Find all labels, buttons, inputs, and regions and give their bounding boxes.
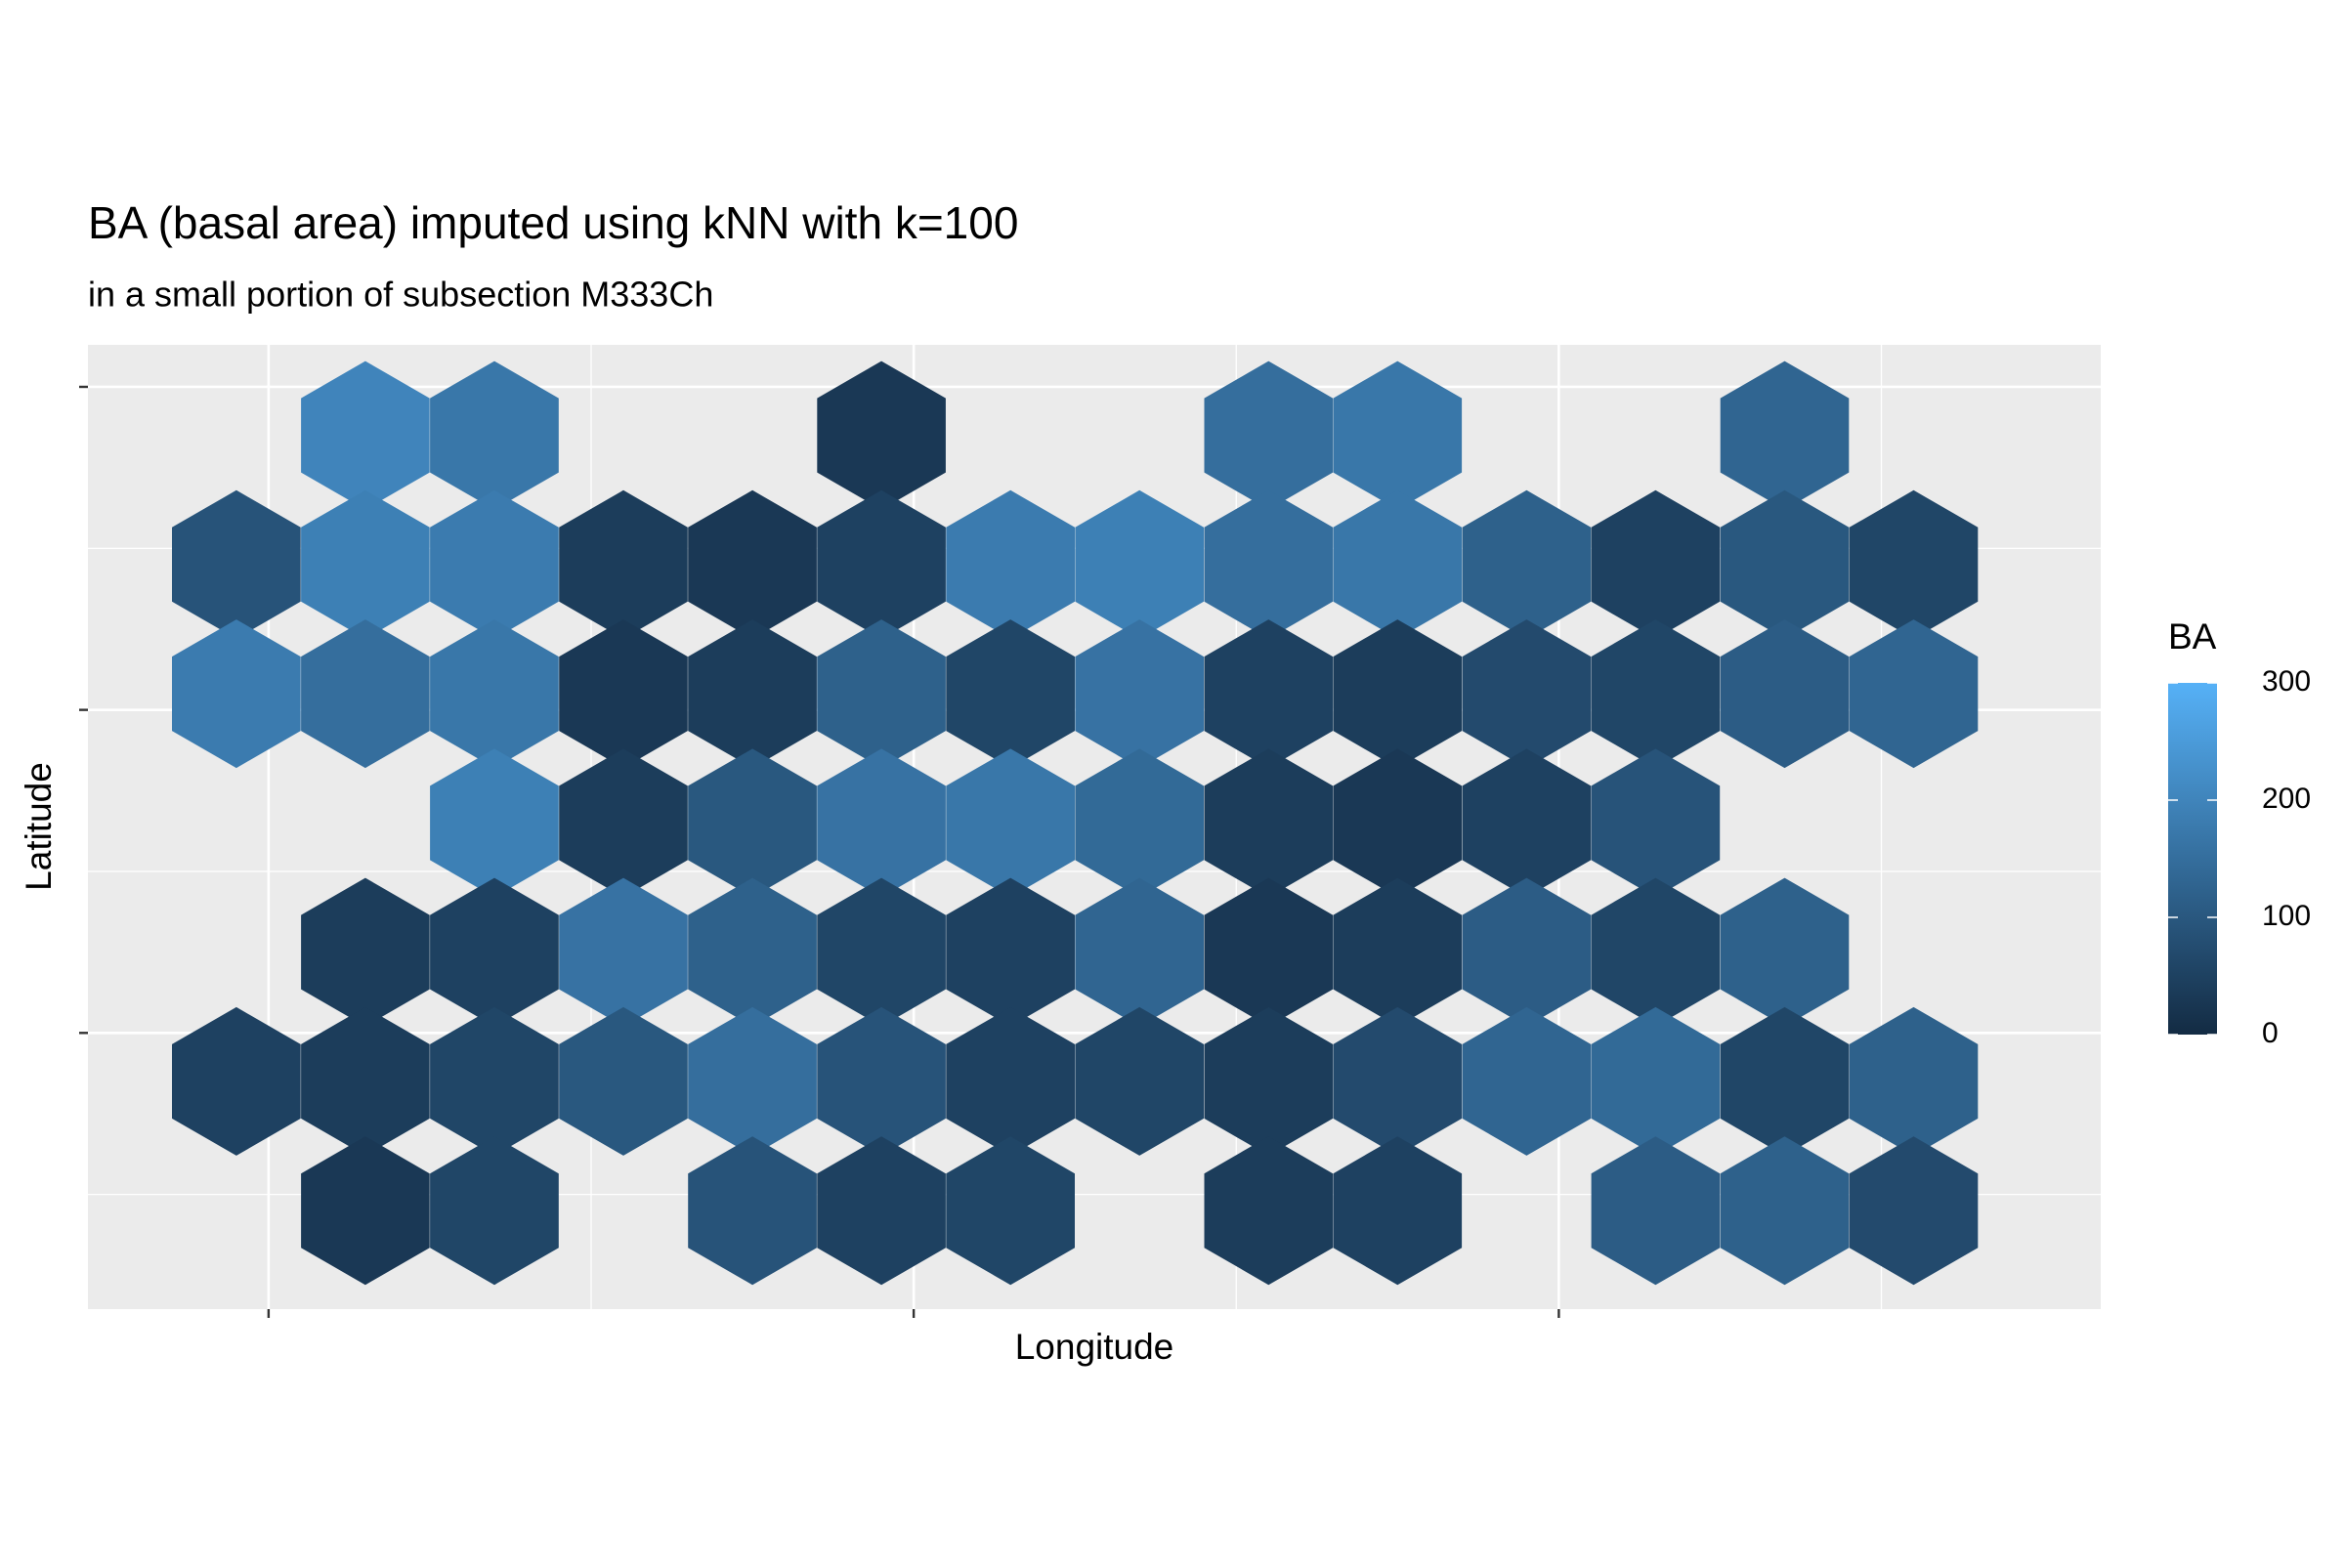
y-axis-title: Latitude [19, 762, 59, 891]
cell [1720, 360, 1850, 510]
cell [1462, 748, 1592, 898]
cell [1720, 877, 1850, 1027]
cell [430, 489, 559, 639]
cell [1849, 1006, 1979, 1156]
cell [1204, 748, 1334, 898]
cell [172, 619, 301, 769]
cell [1204, 489, 1334, 639]
cell [817, 748, 946, 898]
cell [301, 360, 430, 510]
cell [1591, 1006, 1721, 1156]
cell [301, 1136, 430, 1286]
cell [430, 360, 559, 510]
legend-title: BA [2168, 616, 2217, 657]
cell [430, 1006, 559, 1156]
x-axis-title: Longitude [1015, 1327, 1174, 1367]
cell [559, 1006, 688, 1156]
cell [688, 877, 817, 1027]
cell [1462, 489, 1592, 639]
points [172, 360, 1979, 1286]
cell [1720, 1006, 1850, 1156]
cell [1849, 619, 1979, 769]
cell [559, 489, 688, 639]
cell [172, 1006, 301, 1156]
cell [946, 1136, 1075, 1286]
cell [1591, 877, 1721, 1027]
cell [1720, 489, 1850, 639]
cell [946, 489, 1075, 639]
colorbar-label: 100 [2262, 900, 2311, 932]
cell [817, 619, 946, 769]
cell [1462, 619, 1592, 769]
cell [559, 877, 688, 1027]
cell [946, 748, 1075, 898]
chart-title: BA (basal area) imputed using kNN with k… [88, 197, 1018, 248]
cell [817, 360, 946, 510]
cell [817, 877, 946, 1027]
cell [1204, 1006, 1334, 1156]
cell [430, 619, 559, 769]
axes [79, 385, 1560, 1318]
cell [1591, 619, 1721, 769]
cell [1462, 1006, 1592, 1156]
colorbar-label: 0 [2262, 1017, 2279, 1049]
cell [1591, 748, 1721, 898]
cell [688, 748, 817, 898]
cell [559, 748, 688, 898]
cell [1204, 1136, 1334, 1286]
cell [1591, 1136, 1721, 1286]
cell [1075, 489, 1204, 639]
cell [430, 1136, 559, 1286]
cell [172, 489, 301, 639]
cell [1333, 877, 1463, 1027]
cell [430, 748, 559, 898]
cell [301, 877, 430, 1027]
colorbar [2168, 683, 2217, 1035]
cell [688, 1006, 817, 1156]
cell [946, 619, 1075, 769]
cell [1075, 619, 1204, 769]
cell [1849, 489, 1979, 639]
cell [1333, 360, 1463, 510]
cell [1720, 619, 1850, 769]
cell [1204, 360, 1334, 510]
cell [301, 1006, 430, 1156]
legend: BA 0 100 200 300 [2168, 616, 2311, 1049]
cell [559, 619, 688, 769]
cell [1075, 877, 1204, 1027]
colorbar-label: 200 [2262, 783, 2311, 815]
chart-subtitle: in a small portion of subsection M333Ch [88, 275, 713, 315]
cell [430, 877, 559, 1027]
cell [1333, 1136, 1463, 1286]
cell [688, 489, 817, 639]
cell [1333, 1006, 1463, 1156]
cell [688, 1136, 817, 1286]
cell [817, 1136, 946, 1286]
cell [1720, 1136, 1850, 1286]
cell [817, 1006, 946, 1156]
cell [817, 489, 946, 639]
cell [301, 619, 430, 769]
cell [1333, 619, 1463, 769]
cell [1849, 1136, 1979, 1286]
cell [1204, 619, 1334, 769]
cell [946, 1006, 1075, 1156]
cell [946, 877, 1075, 1027]
cell [1204, 877, 1334, 1027]
cell [301, 489, 430, 639]
cell [1075, 1006, 1204, 1156]
cell [1333, 748, 1463, 898]
cell [688, 619, 817, 769]
colorbar-label: 300 [2262, 665, 2311, 698]
cell [1075, 748, 1204, 898]
cell [1333, 489, 1463, 639]
cell [1462, 877, 1592, 1027]
cell [1591, 489, 1721, 639]
